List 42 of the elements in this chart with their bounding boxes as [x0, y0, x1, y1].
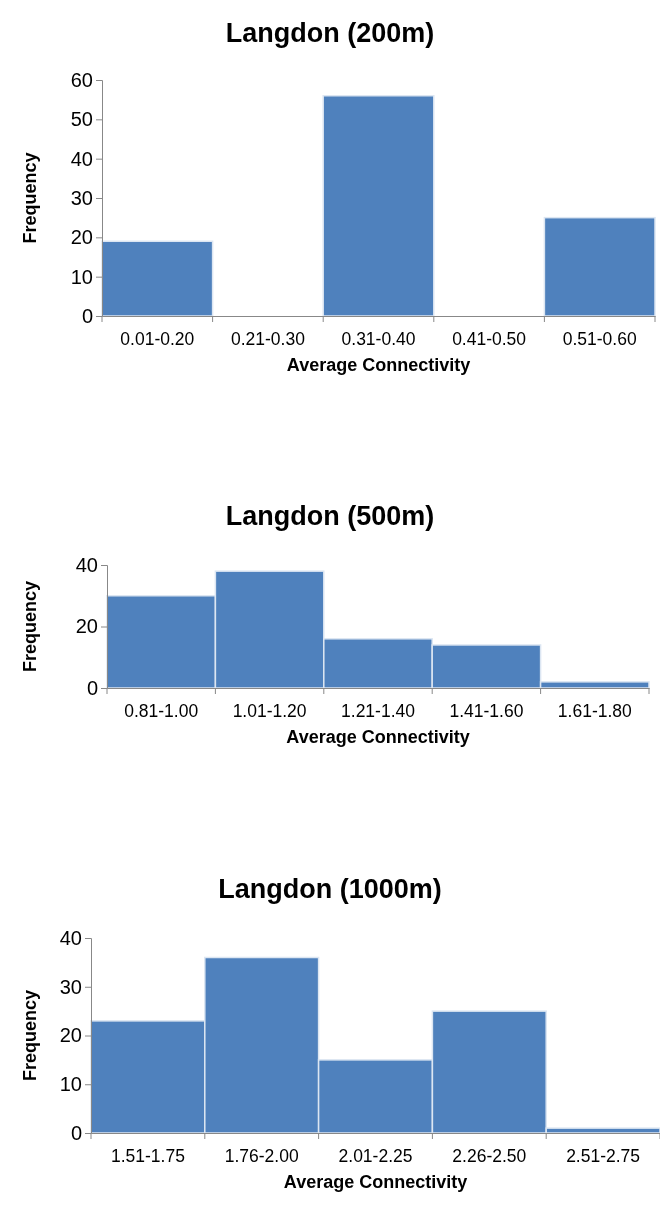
chart-title: Langdon (500m) [225, 501, 435, 531]
y-tick-label: 40 [75, 553, 98, 576]
y-axis-title: Frequency [20, 152, 40, 244]
x-tick-label: 1.51-1.75 [110, 1146, 185, 1167]
bar [101, 240, 214, 317]
y-axis-title: Frequency [20, 989, 40, 1082]
y-axis-title: Frequency [20, 580, 40, 673]
y-tick-label: 40 [59, 926, 82, 949]
x-tick-label: 0.81-1.00 [124, 701, 199, 722]
bar [322, 94, 435, 317]
y-tick-label: 60 [70, 68, 93, 91]
x-tick-label: 1.21-1.40 [341, 701, 416, 722]
x-tick-label: 1.41-1.60 [449, 701, 524, 722]
x-tick-label: 2.51-2.75 [566, 1146, 641, 1167]
chart-title: Langdon (1000m) [218, 874, 442, 904]
y-tick-label: 0 [70, 1121, 82, 1144]
y-tick-label: 40 [70, 147, 93, 170]
x-axis-title: Average Connectivity [283, 1172, 468, 1192]
y-tick-label: 30 [59, 975, 82, 998]
y-tick-label: 50 [70, 108, 93, 131]
x-tick-label: 0.21-0.30 [230, 329, 306, 350]
y-tick-label: 0 [86, 676, 98, 699]
x-tick-label: 0.31-0.40 [341, 329, 416, 350]
x-tick-label: 2.01-2.25 [338, 1146, 413, 1167]
y-tick-label: 30 [70, 186, 93, 209]
x-tick-label: 1.61-1.80 [557, 701, 633, 722]
x-tick-label: 0.51-0.60 [562, 329, 637, 350]
x-tick-label: 1.76-2.00 [224, 1146, 299, 1167]
bar [543, 216, 656, 317]
y-tick-label: 10 [70, 265, 93, 288]
y-tick-label: 0 [81, 304, 93, 327]
y-tick-label: 10 [59, 1073, 82, 1096]
chart-title: Langdon (200m) [225, 18, 435, 48]
y-tick-label: 20 [59, 1024, 82, 1047]
y-tick-label: 20 [75, 615, 98, 638]
x-axis-title: Average Connectivity [286, 355, 471, 375]
y-tick-label: 20 [70, 226, 93, 249]
x-axis-title: Average Connectivity [286, 727, 470, 747]
x-tick-label: 1.01-1.20 [232, 701, 307, 722]
x-tick-label: 0.41-0.50 [452, 329, 527, 350]
x-tick-label: 0.01-0.20 [120, 329, 195, 350]
x-tick-label: 2.26-2.50 [452, 1146, 527, 1167]
